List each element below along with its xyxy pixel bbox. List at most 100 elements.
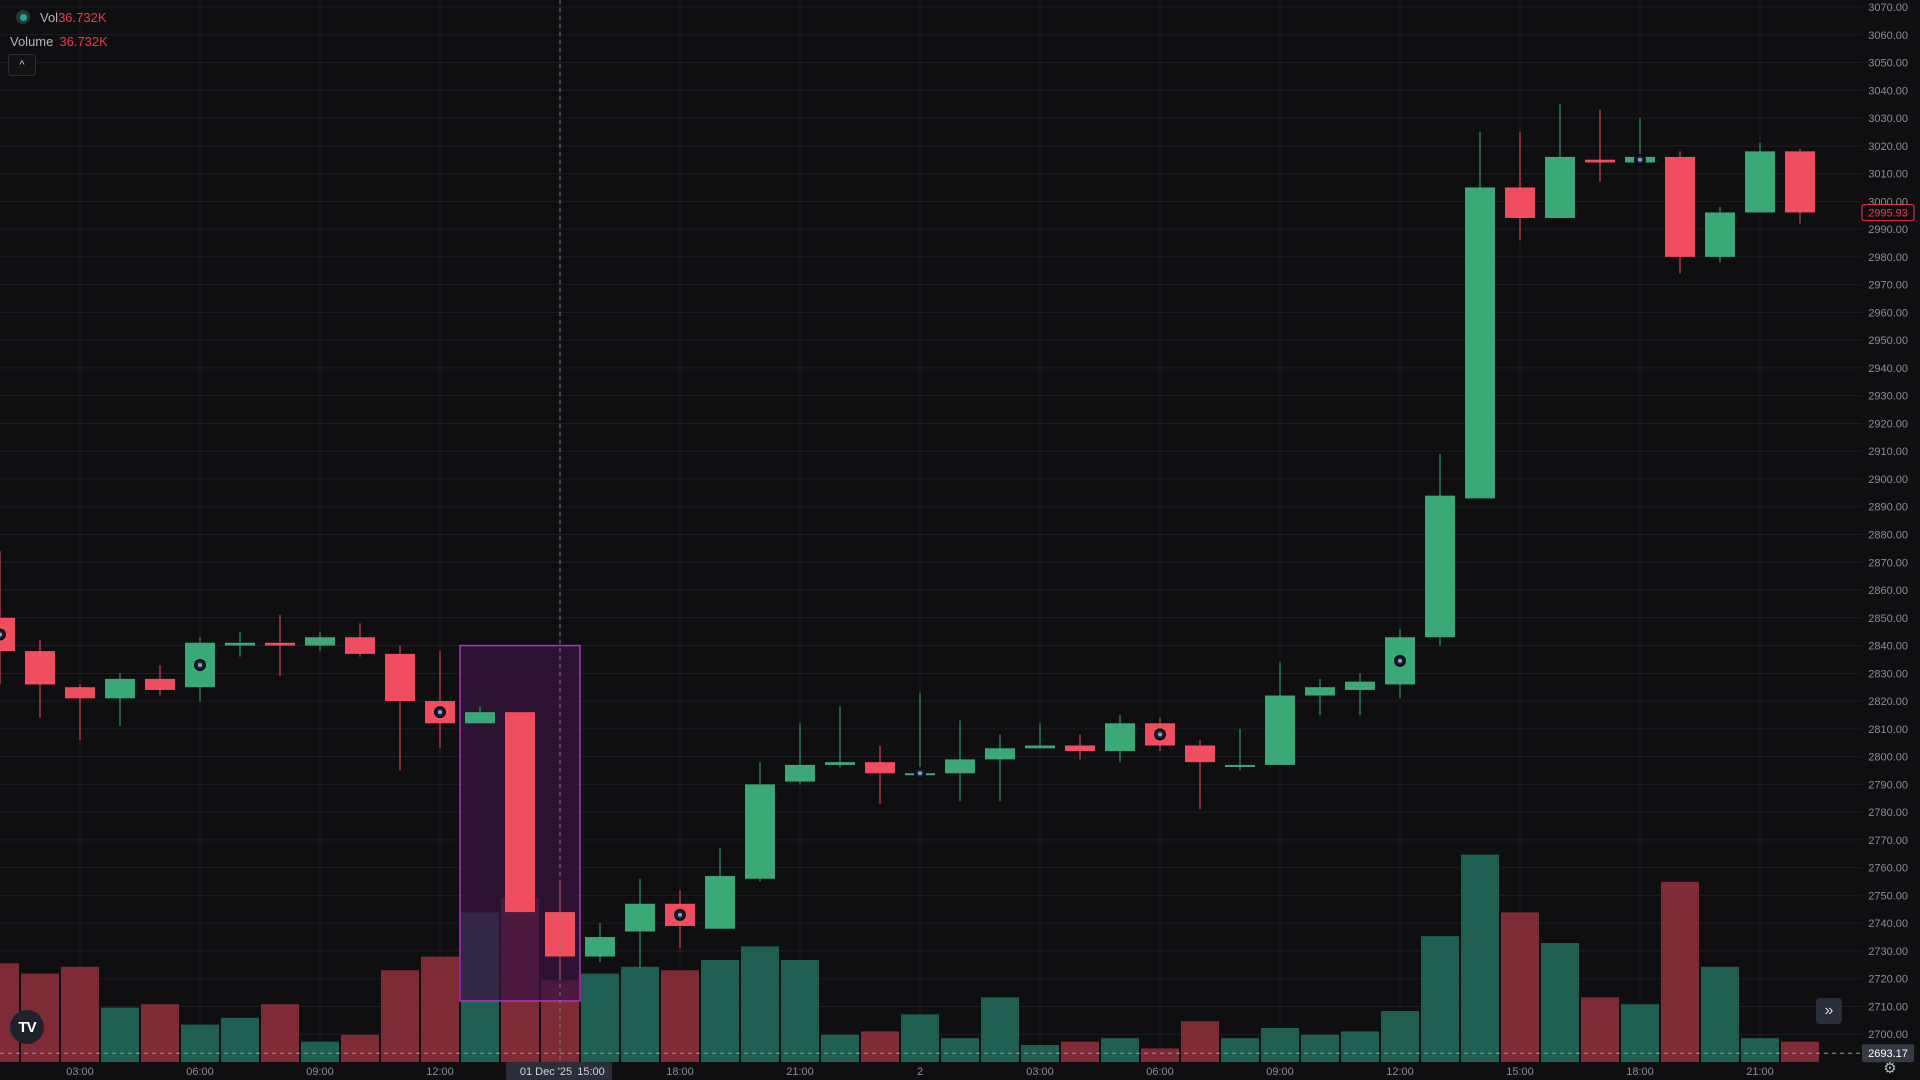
- candle-body: [105, 678, 135, 699]
- volume-bar: [101, 1007, 139, 1062]
- volume-bar: [621, 966, 659, 1062]
- y-tick-label: 2810.00: [1868, 724, 1908, 736]
- candle-body: [1305, 687, 1335, 696]
- y-tick-label: 2730.00: [1868, 946, 1908, 958]
- volume-bar: [341, 1034, 379, 1062]
- volume-bar: [861, 1031, 899, 1062]
- volume-bar: [301, 1041, 339, 1062]
- legend-vol-row: Vol 36.732K: [10, 8, 108, 26]
- candle-body: [0, 617, 15, 652]
- volume-bar: [781, 960, 819, 1062]
- event-marker-dot: [198, 662, 202, 667]
- event-marker-dot: [918, 771, 922, 776]
- y-tick-label: 2760.00: [1868, 863, 1908, 875]
- candle-body: [385, 653, 415, 702]
- time-axis: 03:00 06:00 09:00 12:00 18:00 21:00 2 03:00 06:0…: [66, 1066, 1774, 1078]
- legend: Vol 36.732K Volume 36.732K: [10, 8, 108, 56]
- x-tick-label: 15:00: [1506, 1066, 1534, 1078]
- y-tick-label: 2790.00: [1868, 779, 1908, 791]
- event-marker-dot: [1638, 157, 1642, 162]
- y-tick-label: 2890.00: [1868, 502, 1908, 514]
- candle-body: [65, 687, 95, 699]
- event-marker-dot: [438, 710, 442, 715]
- y-tick-label: 2840.00: [1868, 641, 1908, 653]
- volume-bar: [741, 946, 779, 1062]
- candle-body: [25, 651, 55, 685]
- volume-bar: [381, 970, 419, 1062]
- volume-bar: [1781, 1041, 1819, 1062]
- volume-bar: [61, 966, 99, 1062]
- crosshair-time-label: 15:00: [577, 1066, 605, 1078]
- volume-bar: [141, 1004, 179, 1062]
- volume-bar: [581, 973, 619, 1062]
- volume-bar: [1101, 1038, 1139, 1062]
- y-tick-label: 2700.00: [1868, 1029, 1908, 1041]
- volume-bar: [1741, 1038, 1779, 1062]
- volume-bar: [1181, 1021, 1219, 1062]
- chart-settings-button[interactable]: ⚙: [1880, 1058, 1900, 1078]
- legend-volume-label: Volume: [10, 33, 54, 49]
- candle-body: [1105, 723, 1135, 752]
- candle-body: [265, 642, 295, 646]
- candle-body: [545, 912, 575, 957]
- x-tick-label: 12:00: [1386, 1066, 1414, 1078]
- candle-body: [1065, 745, 1095, 752]
- volume-bar: [1381, 1011, 1419, 1062]
- volume-bar: [901, 1014, 939, 1062]
- y-tick-label: 2870.00: [1868, 557, 1908, 569]
- candle-body: [1745, 151, 1775, 213]
- event-marker-dot: [1398, 658, 1402, 663]
- candle-body: [505, 712, 535, 913]
- candle-body: [825, 762, 855, 765]
- candle-body: [1185, 745, 1215, 763]
- scroll-to-realtime-button[interactable]: »: [1816, 998, 1842, 1024]
- candle-body: [1505, 187, 1535, 218]
- candle-body: [1025, 745, 1055, 749]
- volume-bar: [221, 1017, 259, 1062]
- gear-icon: ⚙: [1883, 1060, 1897, 1077]
- volume-bar: [1501, 912, 1539, 1062]
- candle-body: [585, 937, 615, 957]
- collapse-legend-button[interactable]: ^: [8, 54, 36, 76]
- crosshair: 01 Dec '25 15:00: [0, 0, 1862, 1080]
- y-tick-label: 2780.00: [1868, 807, 1908, 819]
- candle-body: [705, 875, 735, 929]
- x-tick-label: 18:00: [1626, 1066, 1654, 1078]
- volume-bars: [0, 854, 1819, 1062]
- candle-body: [465, 712, 495, 724]
- y-tick-label: 2920.00: [1868, 418, 1908, 430]
- y-tick-label: 3020.00: [1868, 141, 1908, 153]
- candle-body: [745, 784, 775, 879]
- y-tick-label: 2860.00: [1868, 585, 1908, 597]
- x-tick-label: 09:00: [1266, 1066, 1294, 1078]
- grid: [0, 0, 1862, 1062]
- y-tick-label: 2970.00: [1868, 280, 1908, 292]
- y-tick-label: 2900.00: [1868, 474, 1908, 486]
- crosshair-date-label: 01 Dec '25: [520, 1066, 572, 1078]
- volume-bar: [261, 1004, 299, 1062]
- candle-body: [945, 759, 975, 774]
- eye-dot-icon[interactable]: [16, 10, 30, 24]
- event-markers: [0, 153, 1646, 921]
- candle-body: [345, 637, 375, 654]
- tradingview-logo[interactable]: TV: [10, 1010, 44, 1044]
- last-price-label: 2995.93: [1868, 208, 1908, 220]
- x-tick-label: 06:00: [1146, 1066, 1174, 1078]
- candle-body: [1425, 495, 1455, 638]
- y-tick-label: 2980.00: [1868, 252, 1908, 264]
- y-tick-label: 2850.00: [1868, 613, 1908, 625]
- volume-bar: [1661, 881, 1699, 1062]
- y-tick-label: 2770.00: [1868, 835, 1908, 847]
- candle-body: [1265, 695, 1295, 765]
- candle-body: [1585, 159, 1615, 163]
- volume-bar: [1061, 1041, 1099, 1062]
- legend-vol-value: 36.732K: [58, 9, 107, 25]
- legend-vol-label: Vol: [40, 9, 59, 25]
- y-tick-label: 2720.00: [1868, 974, 1908, 986]
- candle-body: [305, 637, 335, 646]
- candle-body: [985, 748, 1015, 760]
- candle-body: [1345, 681, 1375, 690]
- candle-body: [785, 764, 815, 782]
- x-tick-label: 2: [917, 1066, 923, 1078]
